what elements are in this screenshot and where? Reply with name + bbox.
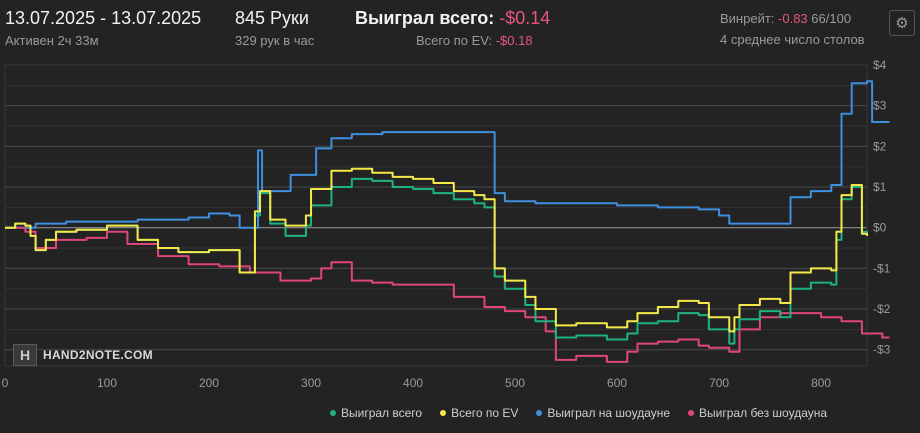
legend-item[interactable]: Выиграл на шоудауне [536, 406, 670, 420]
series-line-2 [5, 80, 890, 229]
logo-text: HAND2NOTE.COM [43, 348, 153, 362]
x-tick-label: 100 [97, 376, 117, 390]
logo-h-icon: H [13, 344, 37, 366]
y-tick-label: -$3 [873, 343, 891, 357]
total-won-value: -$0.14 [499, 8, 551, 28]
avg-tables: 4 среднее число столов [720, 32, 865, 47]
x-tick-label: 200 [199, 376, 219, 390]
y-tick-label: $3 [873, 99, 887, 113]
settings-gear-icon[interactable]: ⚙ [889, 10, 915, 36]
legend-label: Всего по EV [451, 406, 519, 420]
x-tick-label: 0 [2, 376, 9, 390]
legend-label: Выиграл без шоудауна [699, 406, 828, 420]
total-ev-value: -$0.18 [495, 33, 533, 48]
legend-item[interactable]: Выиграл всего [330, 406, 422, 420]
winrate-label: Винрейт: [720, 11, 775, 26]
chart-series [5, 80, 890, 363]
x-tick-label: 500 [505, 376, 525, 390]
winrate: Винрейт: -0.83 66/100 [720, 11, 851, 26]
series-line-1 [5, 167, 868, 333]
series-line-0 [5, 177, 868, 345]
x-tick-label: 800 [811, 376, 831, 390]
total-ev: Всего по EV: -$0.18 [416, 33, 533, 48]
x-axis-labels: 0 100 200 300 400 500 600 700 800 [2, 376, 832, 390]
plot-border [4, 64, 868, 367]
legend-dot-icon [330, 410, 336, 416]
chart-legend: Выиграл всего Всего по EV Выиграл на шоуда… [330, 406, 827, 420]
y-tick-label: -$2 [873, 302, 891, 316]
hands-per-hour: 329 рук в час [235, 33, 315, 48]
legend-label: Выиграл всего [341, 406, 423, 420]
y-tick-label: $1 [873, 180, 887, 194]
y-tick-label: -$1 [873, 261, 891, 275]
total-ev-label: Всего по EV: [416, 33, 493, 48]
x-tick-label: 600 [607, 376, 627, 390]
date-range: 13.07.2025 - 13.07.2025 [5, 8, 202, 28]
legend-dot-icon [440, 410, 447, 416]
y-tick-label: $4 [873, 58, 887, 72]
x-tick-label: 400 [403, 376, 423, 390]
series-line-3 [5, 226, 890, 363]
y-axis-labels: $4 $3 $2 $1 $0 -$1 -$2 -$3 [873, 58, 891, 357]
legend-item[interactable]: Всего по EV [440, 406, 518, 420]
stats-header: 13.07.2025 - 13.07.2025 Активен 2ч 33м 8… [0, 0, 920, 60]
y-tick-label: $0 [873, 221, 887, 235]
total-won-label: Выиграл всего: [355, 8, 495, 28]
hands-count: 845 Руки [235, 8, 309, 28]
legend-label: Выиграл на шоудауне [547, 406, 671, 420]
x-tick-label: 700 [709, 376, 729, 390]
active-time: Активен 2ч 33м [5, 33, 99, 48]
hand2note-logo: H HAND2NOTE.COM [13, 344, 153, 366]
winrate-hands: 66/100 [811, 11, 852, 26]
chart-grid [4, 64, 868, 367]
legend-dot-icon [536, 410, 543, 416]
x-tick-label: 300 [301, 376, 321, 390]
y-tick-label: $2 [873, 139, 887, 153]
winrate-value: -0.83 [778, 11, 808, 26]
legend-item[interactable]: Выиграл без шоудауна [688, 406, 827, 420]
total-won: Выиграл всего: -$0.14 [355, 8, 550, 29]
legend-dot-icon [688, 410, 695, 416]
